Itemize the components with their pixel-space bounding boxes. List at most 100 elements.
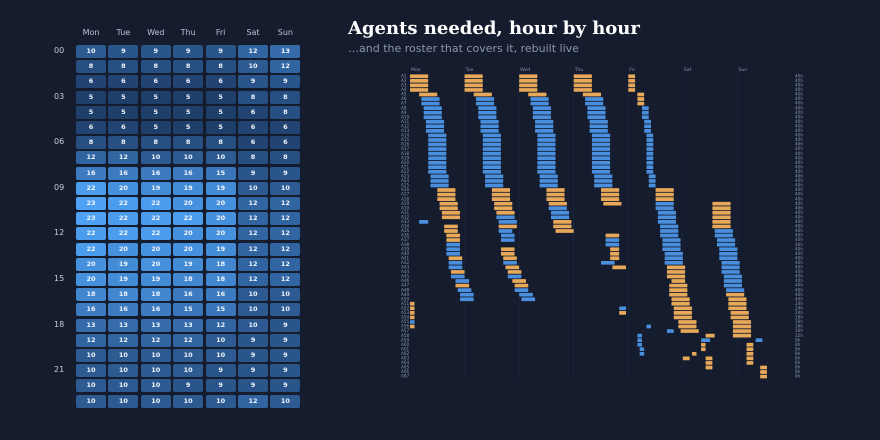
shift-bar [582,92,601,97]
heatmap-cell: 8 [108,60,139,74]
agent-label: A26 [401,187,410,192]
shift-bar [500,247,515,252]
heatmap-cell: 6 [270,121,301,134]
hours-label: 40h [795,274,803,279]
agent-label: A66 [401,369,410,374]
hours-label: 40h [795,114,803,119]
hours-label: 40h [795,137,803,142]
shift-bar [746,356,754,361]
shift-bar [723,279,742,283]
heatmap-cell: 22 [76,242,106,256]
day-tick-label: Sun [738,67,747,73]
shift-bar [712,220,731,224]
shift-bar [760,374,767,379]
heatmap-cell: 9 [238,333,268,347]
agent-label: A51 [401,301,410,306]
shift-bar [657,220,677,224]
shift-bar [716,242,736,247]
shift-bar [537,151,556,156]
shift-bar [646,165,654,170]
shift-bar [723,274,742,279]
shift-bar [500,238,515,242]
agent-label: A65 [401,365,410,370]
hours-label: 8h [795,346,801,351]
hours-label: 8h [795,365,801,370]
heatmap-cell: 9 [270,333,301,347]
shift-bar [660,229,679,233]
hour-label-12: 12 [54,228,65,238]
agent-label: A46 [401,278,410,283]
shift-bar [448,265,463,270]
shift-bar [537,165,556,170]
agent-label: A63 [401,356,410,361]
agent-label: A41 [401,255,410,260]
shift-bar [721,260,740,265]
hours-label: 8h [795,374,801,379]
hours-label: 40h [795,174,803,179]
heatmap-cell: 19 [108,273,139,286]
shift-bar [428,169,447,174]
shift-bar [726,288,745,292]
hour-label-06: 06 [54,137,65,147]
hours-label: 16h [795,315,803,320]
agent-label: A50 [401,296,410,301]
shift-bar [528,92,547,97]
shift-bar [664,260,683,265]
heatmap-cell: 6 [238,105,268,119]
heatmap-cell: 10 [238,318,268,332]
shift-bar [500,233,515,238]
shift-bar [605,233,620,238]
shift-bar [550,215,570,220]
heatmap-cell: 20 [108,181,139,195]
shift-bar [446,251,461,256]
heatmap-cell: 10 [140,364,171,378]
shift-bar [539,183,558,188]
hours-label: 40h [795,183,803,188]
heatmap-cell: 22 [140,212,171,226]
shift-bar [441,210,461,215]
page-title: Agents needed, hour by hour [348,18,640,39]
heatmap-cell: 9 [238,75,268,89]
hours-label: 40h [795,160,803,165]
shift-bar [507,270,522,274]
shift-bar [475,101,495,106]
shift-bar [705,361,713,365]
day-header-fri: Fri [215,28,226,37]
shift-bar [530,101,549,106]
heatmap-cell: 10 [108,379,139,393]
hours-label: 40h [795,201,803,206]
shift-bar [669,292,688,297]
hours-label: 8h [795,351,801,356]
shift-bar [482,169,501,174]
shift-bar [498,220,517,224]
day-header-thu: Thu [180,28,196,37]
shift-bar [646,133,654,138]
heatmap-cell: 12 [238,45,268,58]
hours-label: 40h [795,260,803,265]
shift-bar [628,78,636,83]
shift-bar [678,320,697,324]
shift-bar [732,320,752,324]
heatmap-cell: 23 [76,197,106,210]
shift-bar [712,224,731,229]
shift-bar [519,88,538,92]
hours-label: 8h [795,342,801,347]
heatmap-cell: 19 [205,242,236,256]
heatmap-cell: 10 [238,60,268,74]
heatmap-cell: 5 [140,105,171,119]
heatmap-cell: 9 [173,45,204,58]
heatmap-cell: 20 [173,242,204,256]
shift-bar [410,74,429,79]
agent-label: A48 [401,287,410,292]
hours-label: 40h [795,155,803,160]
shift-bar [410,320,415,324]
shift-bar [594,174,613,179]
hours-label: 8h [795,356,801,361]
shift-bar [410,88,429,92]
shift-bar [537,169,556,174]
shift-bar [410,324,415,329]
shift-bar [498,229,513,233]
shift-bar [519,83,538,88]
heatmap-cell: 16 [173,166,204,180]
agent-label: A2 [401,78,407,83]
